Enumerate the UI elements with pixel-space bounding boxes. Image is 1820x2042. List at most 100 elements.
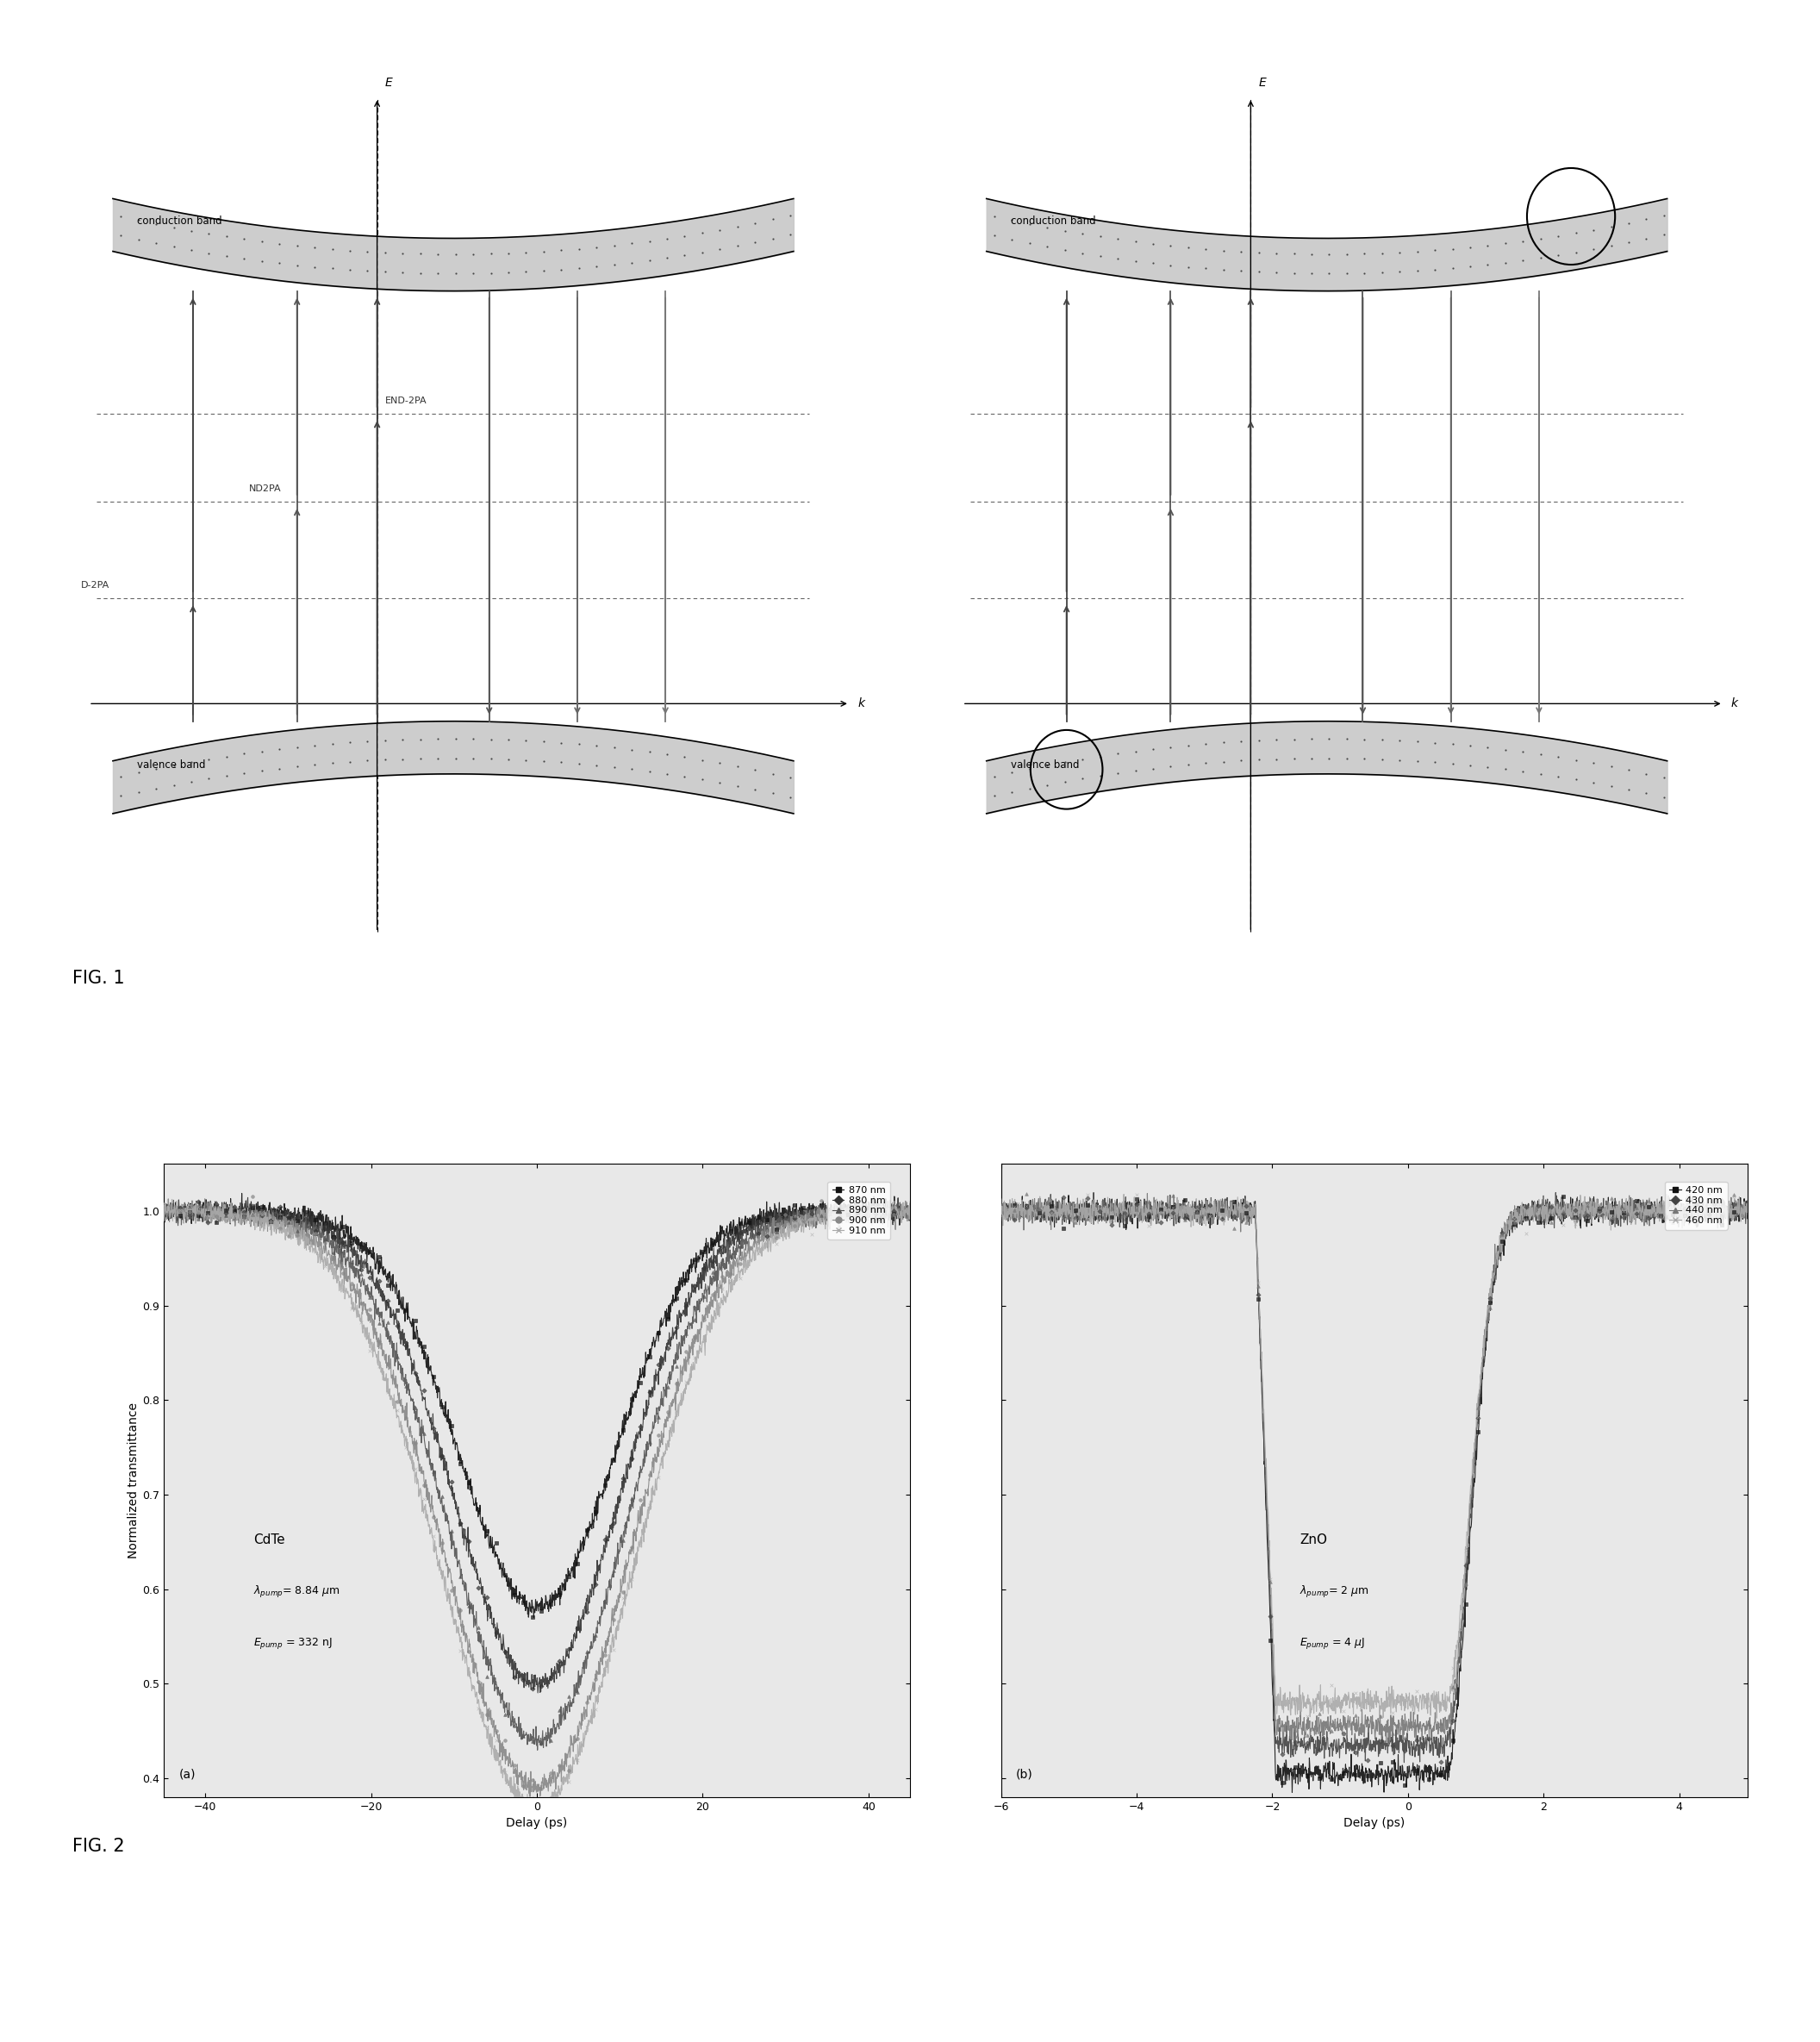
Point (257, 1205, 286, 1237)
Point (662, 1366, 692, 1399)
Point (1037, 1197, 1067, 1229)
Point (1622, 1190, 1651, 1223)
Point (391, 1431, 420, 1464)
Text: (b): (b) (1016, 1768, 1034, 1781)
Point (275, 1203, 304, 1235)
Point (491, 1756, 521, 1789)
Point (1671, 1193, 1700, 1225)
Point (1121, 1188, 1150, 1221)
Point (1658, 1197, 1687, 1229)
Point (626, 1366, 655, 1399)
Point (1536, 1197, 1565, 1229)
Point (599, 1603, 628, 1636)
Point (1219, 1201, 1249, 1233)
Point (1207, 1188, 1236, 1221)
Point (662, 1282, 692, 1315)
Point (1476, 1293, 1505, 1325)
Point (735, 1211, 764, 1244)
Point (581, 1619, 610, 1652)
Point (581, 1662, 610, 1695)
Point (553, 1754, 582, 1787)
Point (1427, 1758, 1456, 1791)
Point (834, 1199, 863, 1231)
Point (409, 1329, 439, 1362)
Point (238, 1199, 268, 1231)
Point (779, 1201, 808, 1233)
Point (419, 1454, 448, 1487)
Point (446, 1634, 475, 1666)
Point (501, 1750, 530, 1783)
Point (1523, 1193, 1552, 1225)
Point (1427, 1746, 1456, 1779)
Text: END-2PA: END-2PA (386, 396, 428, 404)
Point (999, 1195, 1028, 1227)
Point (428, 1560, 457, 1593)
Point (788, 1205, 817, 1237)
Point (1598, 1203, 1627, 1235)
Point (726, 1229, 755, 1262)
Point (590, 1654, 619, 1687)
Point (318, 1221, 348, 1254)
Point (1037, 1197, 1067, 1229)
Point (1671, 1199, 1700, 1231)
Point (1025, 1197, 1054, 1229)
Point (1207, 1199, 1236, 1231)
Point (1074, 1182, 1103, 1215)
Point (1037, 1197, 1067, 1229)
Point (644, 1348, 673, 1380)
Point (1463, 1401, 1492, 1433)
Point (1110, 1199, 1139, 1231)
Point (1207, 1203, 1236, 1235)
Point (473, 1515, 502, 1548)
Point (699, 1305, 728, 1338)
Point (346, 1258, 375, 1291)
Point (1707, 1195, 1736, 1227)
Point (293, 1219, 322, 1252)
Point (562, 1676, 592, 1709)
Point (1219, 1211, 1249, 1244)
Point (428, 1391, 457, 1423)
Point (744, 1213, 774, 1246)
Point (699, 1256, 728, 1289)
Point (409, 1482, 439, 1515)
Point (699, 1227, 728, 1260)
Point (1243, 1270, 1272, 1303)
Point (238, 1193, 268, 1225)
Point (1074, 1188, 1103, 1221)
Text: $\lambda_{pump}$= 8.84 $\mu$m: $\lambda_{pump}$= 8.84 $\mu$m (253, 1585, 340, 1599)
Point (1196, 1201, 1225, 1233)
Point (1512, 1201, 1542, 1233)
Point (717, 1215, 746, 1248)
Point (1318, 1730, 1347, 1762)
Point (861, 1195, 890, 1227)
Point (391, 1370, 420, 1403)
Point (1572, 1199, 1602, 1231)
Point (355, 1262, 384, 1295)
Point (1318, 1715, 1347, 1748)
Point (175, 1195, 204, 1227)
Point (861, 1199, 890, 1231)
Point (519, 1764, 548, 1797)
Point (482, 1615, 511, 1648)
Point (1645, 1199, 1674, 1231)
Point (293, 1197, 322, 1229)
Point (1451, 1589, 1480, 1621)
Point (1549, 1197, 1578, 1229)
Point (553, 1560, 582, 1593)
Point (437, 1515, 466, 1548)
Point (355, 1335, 384, 1368)
Point (870, 1199, 899, 1231)
Point (446, 1448, 475, 1480)
Point (1110, 1197, 1139, 1229)
Point (635, 1376, 664, 1409)
Point (581, 1495, 610, 1527)
Point (1707, 1209, 1736, 1242)
Point (726, 1248, 755, 1280)
Point (1658, 1205, 1687, 1237)
Point (599, 1444, 628, 1476)
Point (744, 1217, 774, 1250)
Point (184, 1190, 213, 1223)
Point (1645, 1199, 1674, 1231)
Point (1585, 1201, 1614, 1233)
Point (1523, 1201, 1552, 1233)
